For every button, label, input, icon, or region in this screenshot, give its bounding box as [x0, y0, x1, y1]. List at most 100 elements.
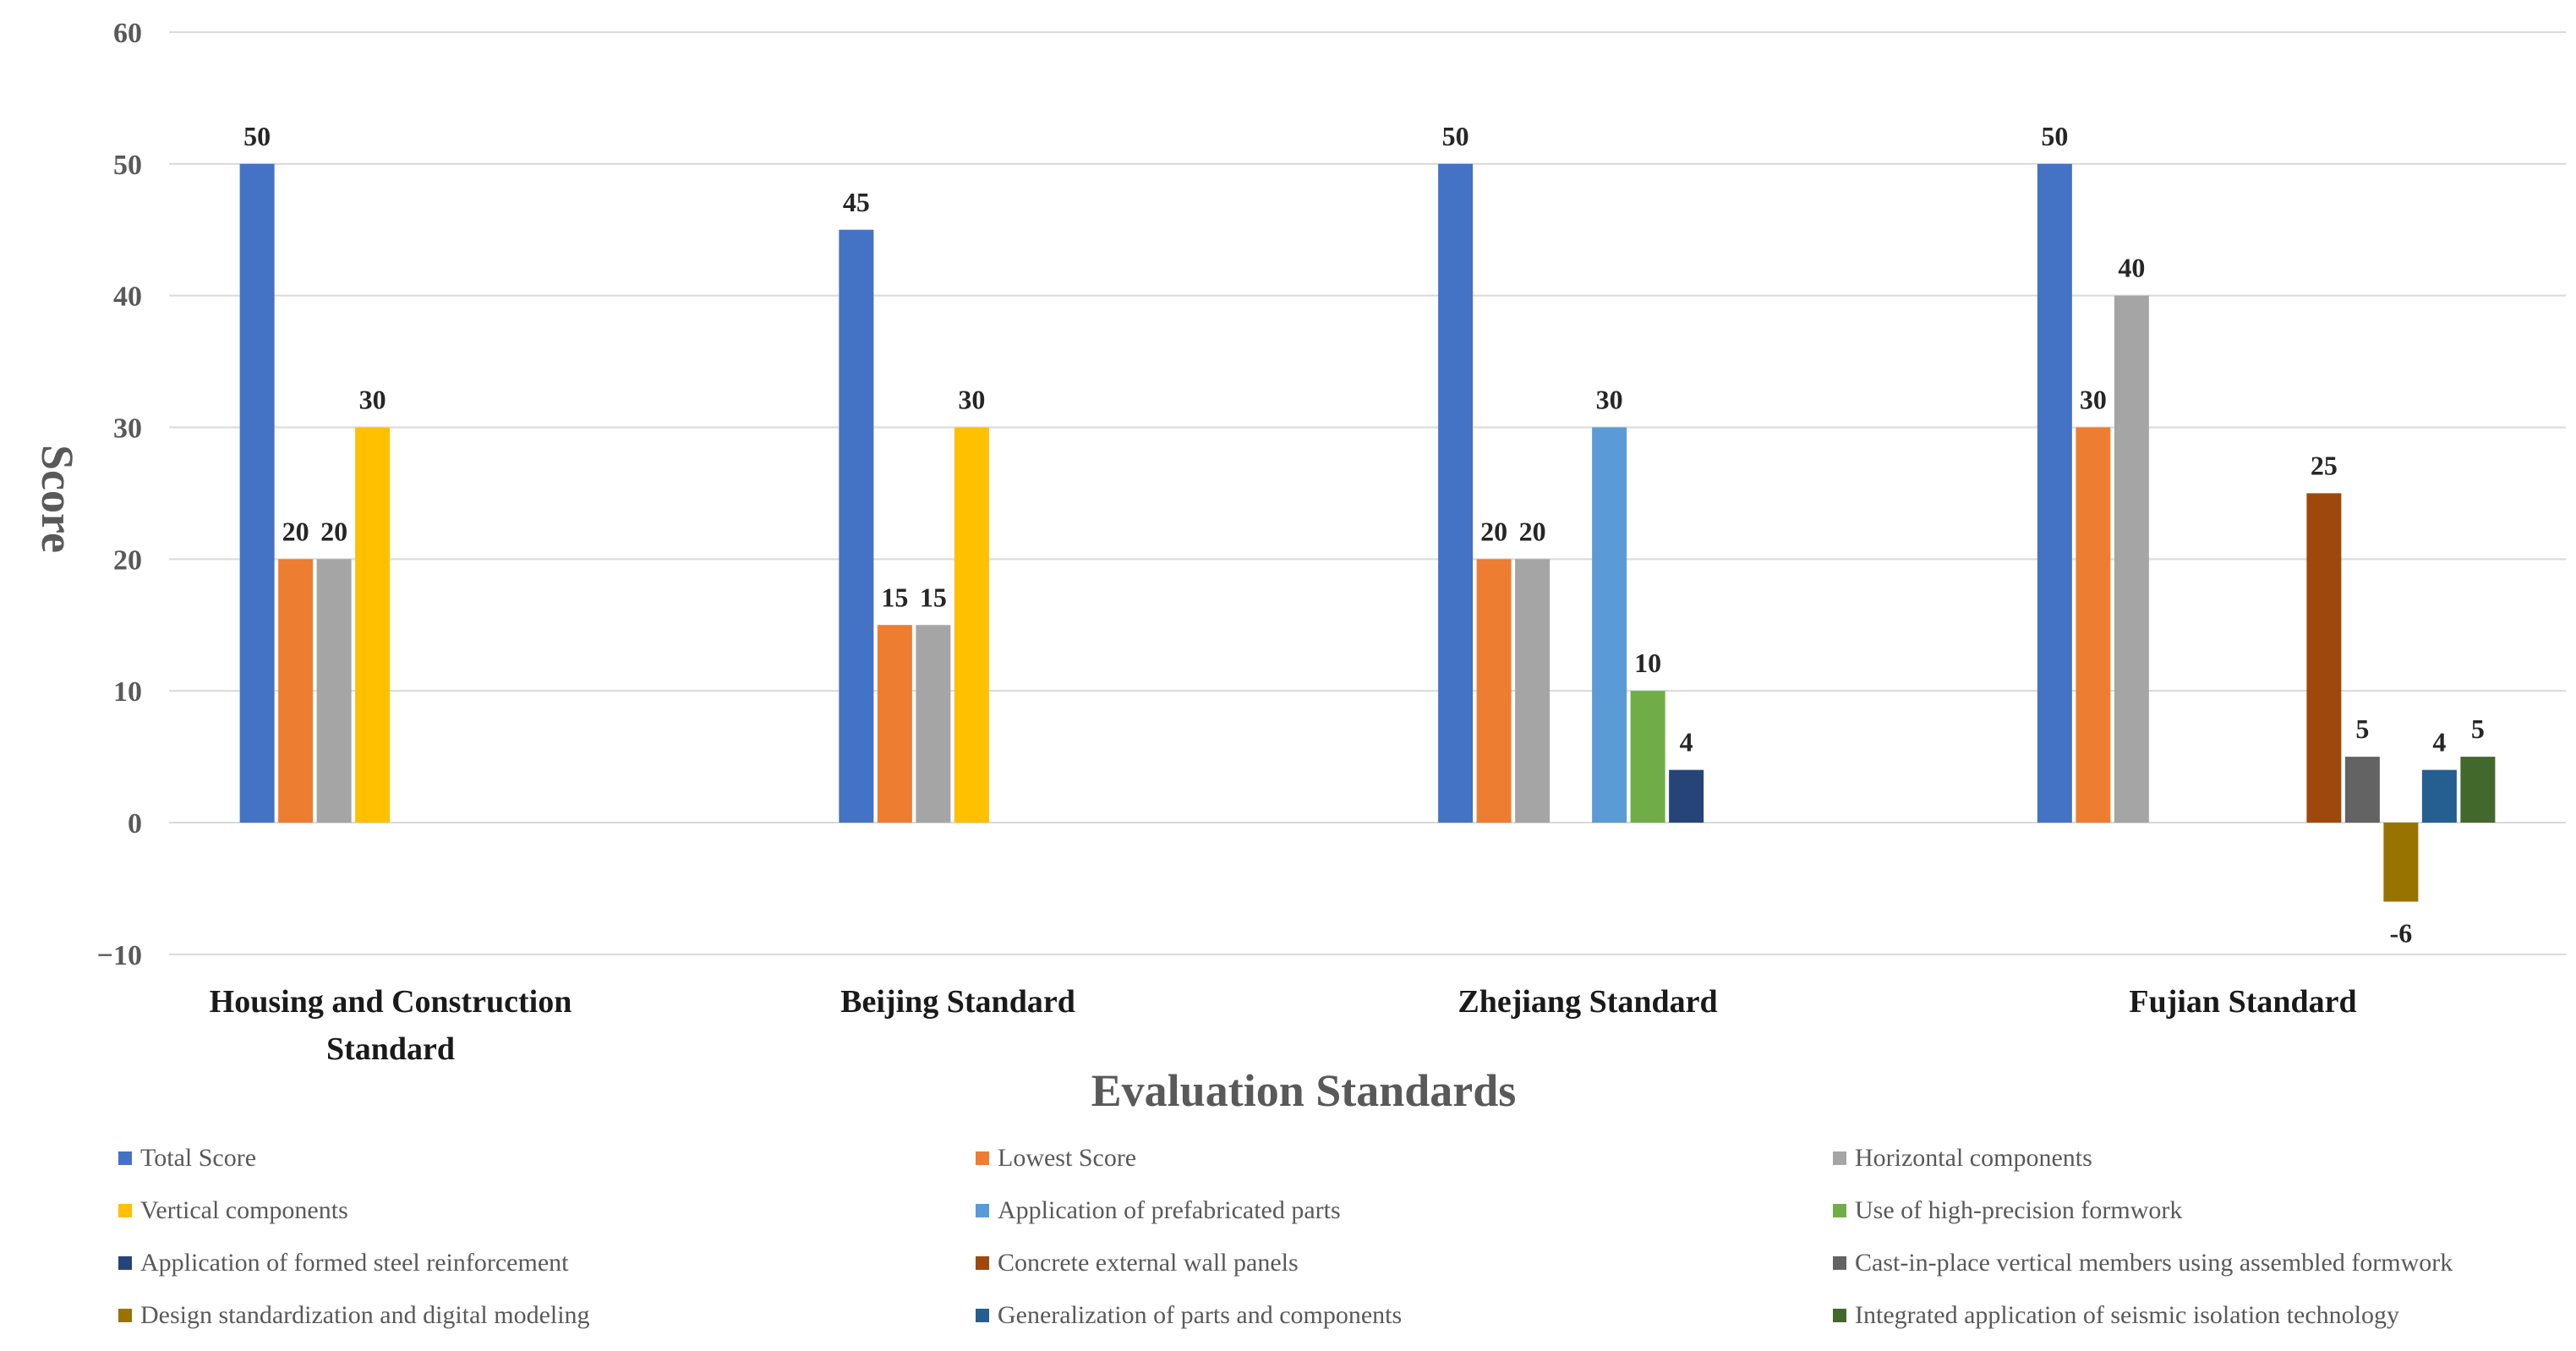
bar [954, 427, 989, 823]
legend-swatch [118, 1256, 132, 1270]
data-label: 50 [1442, 121, 1469, 151]
y-tick-label: 50 [113, 150, 142, 181]
legend-label: Concrete external wall panels [998, 1249, 1299, 1277]
bar [355, 427, 391, 823]
legend-item: Vertical components [118, 1194, 348, 1228]
x-category-label-line: Beijing Standard [840, 984, 1075, 1020]
y-tick-label: 30 [113, 413, 142, 445]
legend-item: Lowest Score [976, 1141, 1136, 1175]
legend-label: Integrated application of seismic isolat… [1855, 1301, 2399, 1329]
legend-item: Concrete external wall panels [976, 1246, 1299, 1280]
legend-item: Application of prefabricated parts [976, 1194, 1341, 1228]
data-label: 20 [1519, 516, 1546, 546]
x-category-label: Beijing Standard [840, 984, 1075, 1020]
bar [916, 625, 951, 823]
legend-swatch [1833, 1309, 1846, 1322]
y-tick-label: −10 [97, 940, 142, 971]
x-category-label-line: Zhejiang Standard [1458, 984, 1717, 1020]
bar [877, 625, 912, 823]
legend-swatch [118, 1204, 132, 1217]
legend-swatch [1833, 1204, 1846, 1217]
bar [316, 559, 352, 823]
legend-label: Lowest Score [998, 1144, 1137, 1172]
x-category-label: Zhejiang Standard [1458, 984, 1717, 1020]
legend-swatch [976, 1256, 989, 1270]
bar [2460, 757, 2496, 823]
x-axis-title: Evaluation Standards [1091, 1065, 1517, 1116]
y-tick-label: 0 [128, 808, 142, 840]
legend-item: Generalization of parts and components [976, 1299, 1402, 1332]
data-label: 30 [958, 385, 985, 415]
legend-label: Horizontal components [1855, 1144, 2092, 1172]
legend-label: Application of formed steel reinforcemen… [140, 1249, 569, 1277]
data-label: 30 [2080, 385, 2107, 415]
legend-swatch [976, 1151, 989, 1165]
legend-item: Use of high-precision formwork [1833, 1194, 2182, 1228]
bar [2037, 163, 2072, 823]
data-label: 15 [920, 582, 947, 612]
y-axis-title: Score [32, 445, 83, 553]
bar [1438, 163, 1474, 823]
data-label: 10 [1634, 648, 1661, 678]
x-category-label-line: Housing and Construction [210, 984, 572, 1020]
data-label: 20 [320, 516, 347, 546]
bar [1476, 559, 1512, 823]
bar [2306, 493, 2342, 823]
legend-swatch [118, 1151, 132, 1165]
bar [278, 559, 314, 823]
x-category-label-line: Standard [326, 1031, 455, 1067]
legend-item: Application of formed steel reinforcemen… [118, 1246, 568, 1280]
legend-label: Application of prefabricated parts [998, 1196, 1341, 1224]
data-label: 20 [1480, 516, 1507, 546]
bar [2076, 427, 2111, 823]
bar [1515, 559, 1551, 823]
legend-label: Design standardization and digital model… [140, 1301, 590, 1329]
legend-swatch [118, 1309, 132, 1322]
legend-swatch [976, 1204, 989, 1217]
x-axis-categories: Housing and Construction Standard Beijing … [210, 984, 2357, 1067]
legend-label: Use of high-precision formwork [1855, 1196, 2183, 1224]
bar [2383, 823, 2419, 902]
data-label: 15 [881, 582, 908, 612]
bar [2421, 769, 2457, 823]
legend: Total Score Lowest Score Horizontal compon… [118, 1141, 2570, 1344]
data-label: 25 [2311, 450, 2338, 480]
bar [239, 163, 275, 823]
y-tick-label: 60 [113, 18, 142, 49]
legend-item: Cast-in-place vertical members using ass… [1833, 1246, 2453, 1280]
bar [1630, 691, 1665, 823]
y-axis-ticks: 60 50 40 30 20 10 0 −10 [97, 18, 142, 971]
y-tick-label: 10 [113, 676, 142, 708]
y-tick-label: 20 [113, 544, 142, 576]
data-label: -6 [2390, 918, 2413, 949]
legend-label: Generalization of parts and components [998, 1301, 1403, 1329]
legend-item: Total Score [118, 1141, 256, 1175]
data-label: 4 [2432, 727, 2446, 758]
data-label: 20 [282, 516, 309, 546]
bar [1592, 427, 1627, 823]
gridlines [169, 31, 2566, 955]
bar [1669, 769, 1704, 823]
data-label: 50 [2041, 121, 2068, 151]
data-label: 50 [243, 121, 271, 151]
bar [2344, 757, 2380, 823]
x-category-label: Fujian Standard [2129, 984, 2356, 1020]
data-label: 5 [2355, 714, 2369, 744]
legend-item: Integrated application of seismic isolat… [1833, 1299, 2399, 1332]
bar [2114, 295, 2149, 823]
data-label: 4 [1680, 727, 1693, 758]
data-label: 30 [1596, 385, 1623, 415]
legend-item: Design standardization and digital model… [118, 1299, 590, 1332]
legend-label: Total Score [140, 1144, 257, 1172]
bars [239, 163, 2496, 902]
legend-swatch [976, 1309, 989, 1322]
legend-swatch [1833, 1256, 1846, 1270]
x-category-label-line: Fujian Standard [2129, 984, 2356, 1020]
bar [839, 229, 874, 823]
legend-label: Cast-in-place vertical members using ass… [1855, 1249, 2453, 1277]
legend-item: Horizontal components [1833, 1141, 2092, 1175]
y-tick-label: 40 [113, 282, 142, 313]
x-category-label: Housing and Construction Standard [210, 984, 572, 1067]
